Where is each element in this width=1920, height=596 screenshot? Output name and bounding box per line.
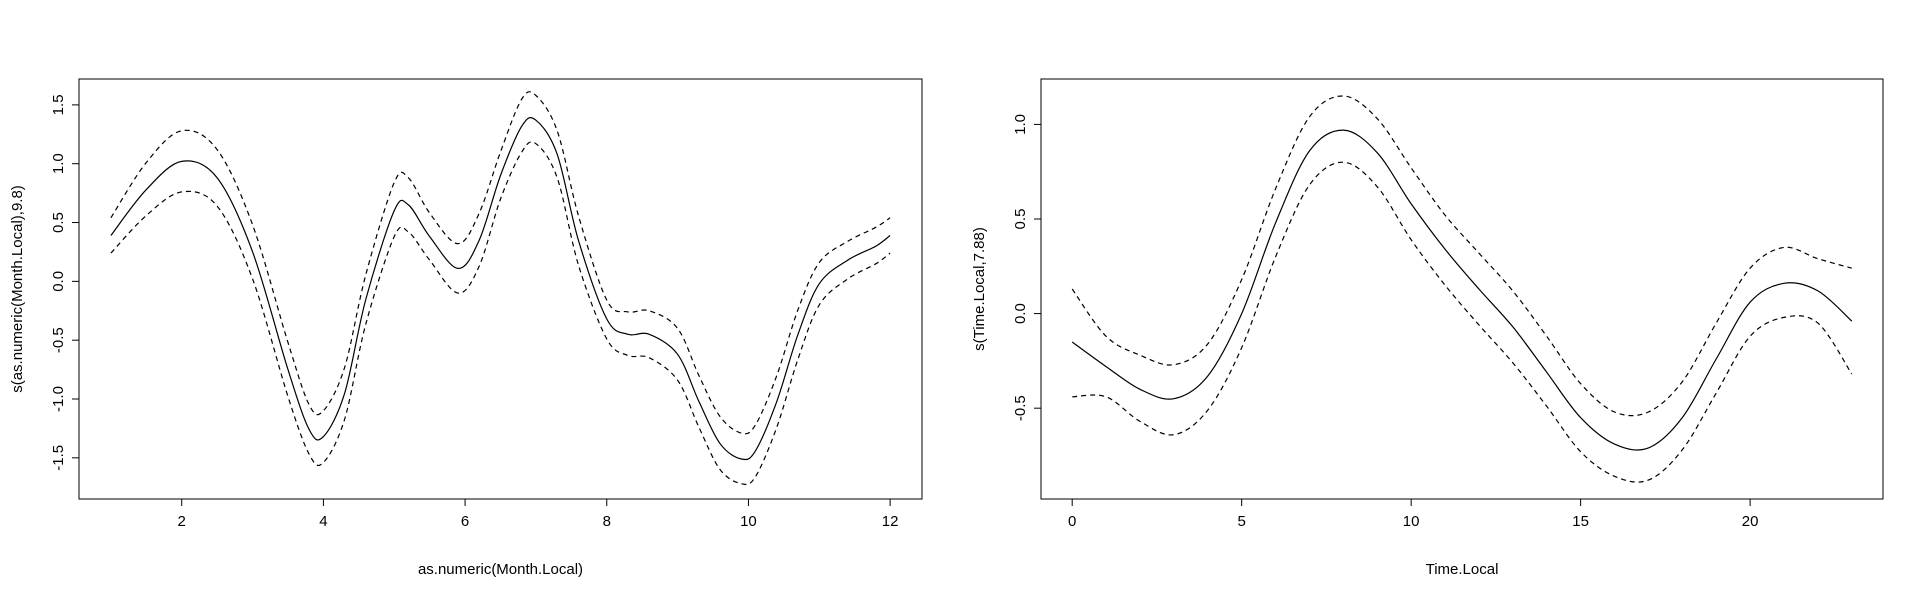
- y-tick-label: 0.5: [50, 212, 67, 233]
- plot-frame: [1040, 78, 1884, 500]
- upper-band-line: [1071, 95, 1852, 417]
- x-tick-label: 4: [319, 513, 327, 530]
- y-tick-label: 1.0: [50, 153, 67, 174]
- y-tick-label: 0.5: [1012, 209, 1029, 230]
- y-tick-label: 0.0: [50, 271, 67, 292]
- x-tick-label: 0: [1068, 513, 1076, 530]
- x-tick-label: 6: [461, 513, 469, 530]
- y-axis-label: s(as.numeric(Month.Local),9.8): [9, 185, 26, 393]
- lower-band-line: [110, 141, 891, 486]
- y-tick-label: -0.5: [50, 327, 67, 353]
- x-tick-label: 15: [1572, 513, 1589, 530]
- smooth-estimate-line: [1071, 129, 1853, 451]
- month-smooth-panel: as.numeric(Month.Local) s(as.numeric(Mon…: [9, 78, 923, 578]
- x-tick-label: 10: [740, 513, 757, 530]
- x-tick-label: 8: [603, 513, 611, 530]
- y-axis-label: s(Time.Local,7.88): [971, 227, 988, 351]
- plot-frame: [78, 78, 923, 500]
- y-tick-label: -1.5: [50, 445, 67, 471]
- x-tick-label: 2: [178, 513, 186, 530]
- smooth-estimate-line: [110, 116, 891, 461]
- time-smooth-panel: Time.Local s(Time.Local,7.88) 0 5 10 15 20 -0…: [971, 78, 1884, 578]
- x-tick-label: 5: [1237, 513, 1245, 530]
- x-axis-label: as.numeric(Month.Local): [418, 561, 583, 578]
- upper-band-line: [110, 91, 891, 435]
- y-tick-label: 1.5: [50, 94, 67, 115]
- y-tick-label: 1.0: [1012, 114, 1029, 135]
- x-tick-label: 10: [1403, 513, 1420, 530]
- x-axis-label: Time.Local: [1426, 561, 1499, 578]
- x-tick-label: 20: [1742, 513, 1759, 530]
- y-tick-label: 0.0: [1012, 303, 1029, 324]
- x-tick-label: 12: [882, 513, 899, 530]
- y-tick-label: -0.5: [1012, 395, 1029, 421]
- lower-band-line: [1072, 161, 1853, 483]
- y-tick-label: -1.0: [50, 386, 67, 412]
